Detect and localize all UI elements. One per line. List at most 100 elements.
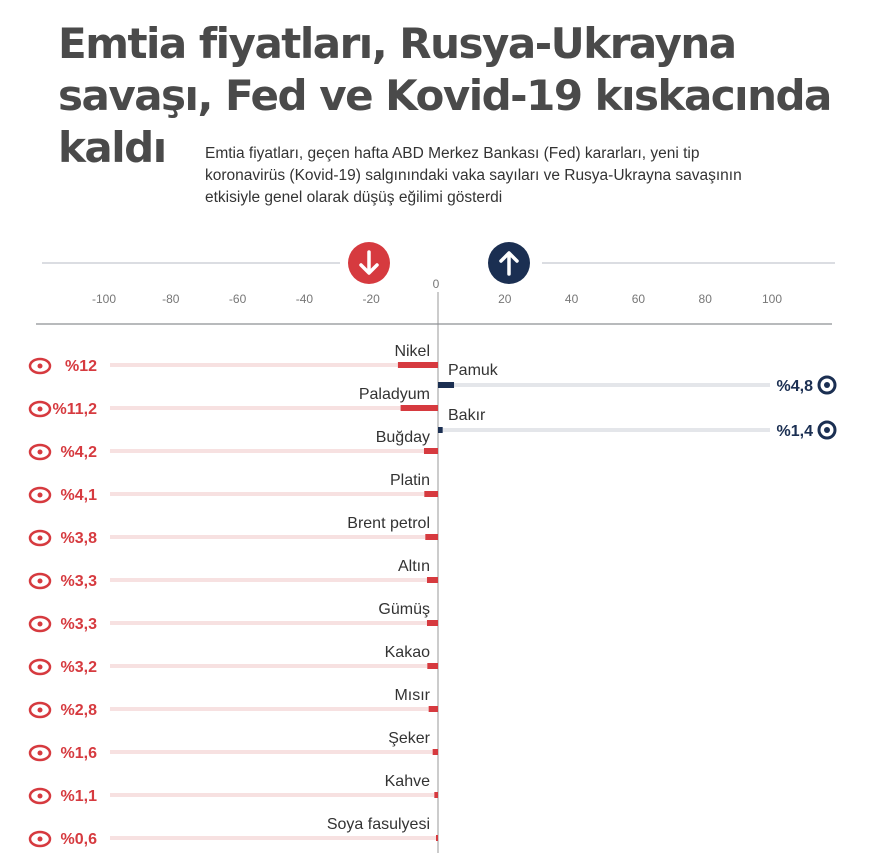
coffee-icon xyxy=(28,787,52,805)
bar-track xyxy=(110,449,424,453)
bar-track xyxy=(110,793,435,797)
value-label: %3,3 xyxy=(61,573,98,590)
bar-kahve xyxy=(434,792,438,798)
bar-pamuk xyxy=(438,382,455,388)
category-label: Altın xyxy=(398,558,430,575)
tick-label: 80 xyxy=(699,292,713,306)
value-label: %12 xyxy=(65,358,97,375)
corn-icon-detail xyxy=(37,707,43,713)
copper-icon-detail xyxy=(824,427,830,433)
value-label: %3,8 xyxy=(61,530,98,547)
cocoa-icon-detail xyxy=(37,664,43,670)
oil-can-icon xyxy=(28,529,52,547)
category-label: Bakır xyxy=(448,407,486,424)
value-label: %1,6 xyxy=(61,745,98,762)
coffee-icon-detail xyxy=(37,793,43,799)
bar-track xyxy=(110,363,398,367)
palladium-icon-detail xyxy=(37,406,43,412)
copper-icon xyxy=(817,420,837,440)
bar-track xyxy=(110,836,436,840)
bar-track xyxy=(110,707,429,711)
cocoa-icon xyxy=(28,658,52,676)
bar-track xyxy=(110,621,427,625)
tick-label: -100 xyxy=(92,292,116,306)
cotton-icon-detail xyxy=(824,382,830,388)
category-label: Nikel xyxy=(394,343,430,360)
value-label: %1,1 xyxy=(61,788,98,805)
category-label: Kakao xyxy=(385,644,430,661)
gold-icon-detail xyxy=(37,578,43,584)
category-label: Platin xyxy=(390,472,430,489)
value-label: %3,3 xyxy=(61,616,98,633)
value-label: %3,2 xyxy=(61,659,98,676)
bar-platin xyxy=(424,491,438,497)
cotton-icon xyxy=(817,375,837,395)
tick-label: -20 xyxy=(363,292,381,306)
category-label: Şeker xyxy=(388,730,430,747)
value-label: %11,2 xyxy=(53,401,98,418)
silver-icon xyxy=(28,615,52,633)
wheat-icon-detail xyxy=(37,449,43,455)
corn-icon xyxy=(28,701,52,719)
category-label: Gümüş xyxy=(378,601,430,618)
bar-nikel xyxy=(397,362,438,368)
bar-buğday xyxy=(423,448,438,454)
value-label: %4,1 xyxy=(61,487,98,504)
tick-label: -60 xyxy=(229,292,247,306)
chart-title: Emtia fiyatları, Rusya-Ukrayna savaşı, F… xyxy=(58,18,858,174)
up-arrow-glyph xyxy=(499,251,519,276)
value-label: %0,6 xyxy=(61,831,98,848)
bar-track xyxy=(438,428,770,432)
soybean-icon-detail xyxy=(37,836,43,842)
tick-label: 40 xyxy=(565,292,579,306)
bar-track xyxy=(438,383,770,387)
bar-track xyxy=(110,535,426,539)
nickel-icon xyxy=(28,357,52,375)
silver-icon-detail xyxy=(37,621,43,627)
sugar-icon xyxy=(28,744,52,762)
bar-track xyxy=(110,664,428,668)
bar-track xyxy=(110,406,401,410)
bar-kakao xyxy=(427,663,438,669)
tick-label: -40 xyxy=(296,292,314,306)
category-label: Buğday xyxy=(376,429,430,446)
category-label: Soya fasulyesi xyxy=(327,816,430,833)
bar-şeker xyxy=(432,749,438,755)
wheat-icon xyxy=(28,443,52,461)
bar-bakır xyxy=(438,427,443,433)
bar-track xyxy=(110,750,433,754)
category-label: Paladyum xyxy=(359,386,430,403)
bar-soya-fasulyesi xyxy=(435,835,438,841)
oil-can-icon-detail xyxy=(37,535,43,541)
title-line-3: kaldı xyxy=(58,123,167,172)
tick-label: -80 xyxy=(162,292,180,306)
bar-mısır xyxy=(428,706,438,712)
tick-label: 100 xyxy=(762,292,782,306)
category-label: Mısır xyxy=(394,687,430,704)
category-label: Brent petrol xyxy=(347,515,430,532)
title-line-1: Emtia fiyatları, Rusya-Ukrayna xyxy=(58,19,737,68)
bar-brent-petrol xyxy=(425,534,438,540)
sugar-icon-detail xyxy=(37,750,43,756)
bar-altın xyxy=(426,577,438,583)
bar-track xyxy=(110,492,425,496)
bar-paladyum xyxy=(400,405,438,411)
palladium-icon xyxy=(28,400,52,418)
tick-label: 20 xyxy=(498,292,512,306)
title-line-2: savaşı, Fed ve Kovid-19 kıskacında xyxy=(58,71,832,120)
category-label: Pamuk xyxy=(448,362,499,379)
tick-label: 0 xyxy=(433,277,440,291)
platinum-icon xyxy=(28,486,52,504)
value-label: %1,4 xyxy=(777,423,814,440)
commodity-bar-chart: -100 -80 -60 -40 -20 0 20 40 60 80 100 Nikel %12 Pala… xyxy=(28,242,837,853)
bar-track xyxy=(110,578,427,582)
soybean-icon xyxy=(28,830,52,848)
tick-label: 60 xyxy=(632,292,646,306)
platinum-icon-detail xyxy=(37,492,43,498)
down-arrow-glyph xyxy=(359,250,379,275)
nickel-icon-detail xyxy=(37,363,43,369)
chart-subtitle: Emtia fiyatları, geçen hafta ABD Merkez … xyxy=(205,145,742,206)
bar-gümüş xyxy=(426,620,438,626)
value-label: %4,8 xyxy=(777,378,814,395)
gold-icon xyxy=(28,572,52,590)
